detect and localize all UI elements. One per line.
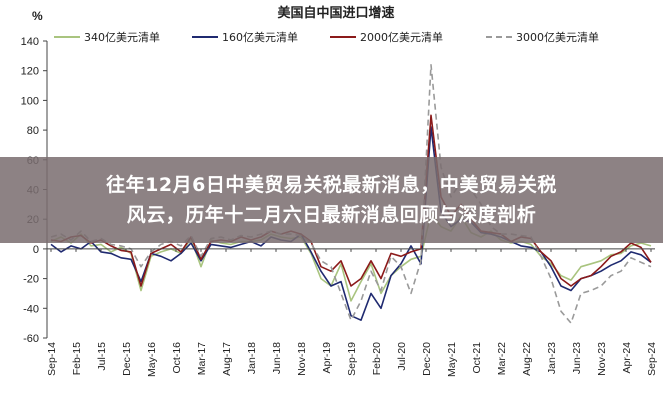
headline-banner: 往年12月6日中美贸易关税最新消息，中美贸易关税 风云，历年十二月六日最新消息回… <box>0 157 663 243</box>
chart-legend: 340亿美元清单 160亿美元清单 2000亿美元清单 3000亿美元清单 <box>54 31 599 44</box>
y-tick-label: 0 <box>33 244 39 256</box>
x-tick-label: Aug-17 <box>221 342 233 376</box>
y-tick-label: -20 <box>23 274 39 286</box>
x-tick-label: May-21 <box>446 342 458 377</box>
x-tick-label: Jul-15 <box>96 342 108 371</box>
x-tick-label: Aug-22 <box>521 342 533 376</box>
headline-line-2: 风云，历年十二月六日最新消息回顾与深度剖析 <box>126 204 537 226</box>
x-tick-label: Jan-23 <box>546 342 558 374</box>
legend-item-2: 160亿美元清单 <box>192 31 298 44</box>
legend-label: 3000亿美元清单 <box>516 31 599 44</box>
headline-line-1: 往年12月6日中美贸易关税最新消息，中美贸易关税 <box>106 174 557 196</box>
x-tick-label: Feb-15 <box>71 342 83 375</box>
x-tick-label: Nov-23 <box>596 342 608 376</box>
x-tick-label: Sep-24 <box>646 342 658 376</box>
x-tick-label: Sep-19 <box>346 342 358 376</box>
legend-item-4: 3000亿美元清单 <box>486 31 599 44</box>
x-tick-label: Feb-20 <box>371 342 383 375</box>
y-tick-label: 140 <box>21 36 39 48</box>
x-tick-label: Nov-18 <box>296 342 308 376</box>
legend-label: 160亿美元清单 <box>222 31 298 44</box>
legend-item-1: 340亿美元清单 <box>54 31 160 44</box>
legend-label: 340亿美元清单 <box>84 31 160 44</box>
x-tick-label: Jun-23 <box>571 342 583 374</box>
y-tick-label: -60 <box>23 333 39 345</box>
y-tick-label: 100 <box>21 95 39 107</box>
legend-label: 2000亿美元清单 <box>360 31 443 44</box>
x-tick-label: Jul-20 <box>396 342 408 371</box>
x-tick-label: Oct-21 <box>471 342 483 374</box>
x-tick-label: Apr-19 <box>321 342 333 374</box>
x-tick-label: Dec-15 <box>121 342 133 376</box>
x-axis: Sep-14 Feb-15 Jul-15 Dec-15 May-16 Oct-16 Mar-… <box>46 248 658 377</box>
x-tick-label: Sep-14 <box>46 342 58 376</box>
x-tick-label: Mar-17 <box>196 342 208 375</box>
y-tick-label: 120 <box>21 66 39 78</box>
y-tick-label: -40 <box>23 303 39 315</box>
y-axis-unit-label: % <box>32 9 43 23</box>
x-tick-label: Jan-18 <box>246 342 258 374</box>
x-tick-label: Jun-18 <box>271 342 283 374</box>
legend-item-3: 2000亿美元清单 <box>330 31 443 44</box>
x-tick-label: Mar-22 <box>496 342 508 375</box>
chart-title: 美国自中国进口增速 <box>277 5 394 21</box>
series-line-1 <box>50 212 652 302</box>
y-tick-label: 80 <box>27 125 39 137</box>
series-line-3 <box>50 114 652 287</box>
x-tick-label: Apr-24 <box>621 342 633 374</box>
x-tick-label: Oct-16 <box>171 342 183 374</box>
x-tick-label: Dec-20 <box>421 342 433 376</box>
x-tick-label: May-16 <box>146 342 158 377</box>
